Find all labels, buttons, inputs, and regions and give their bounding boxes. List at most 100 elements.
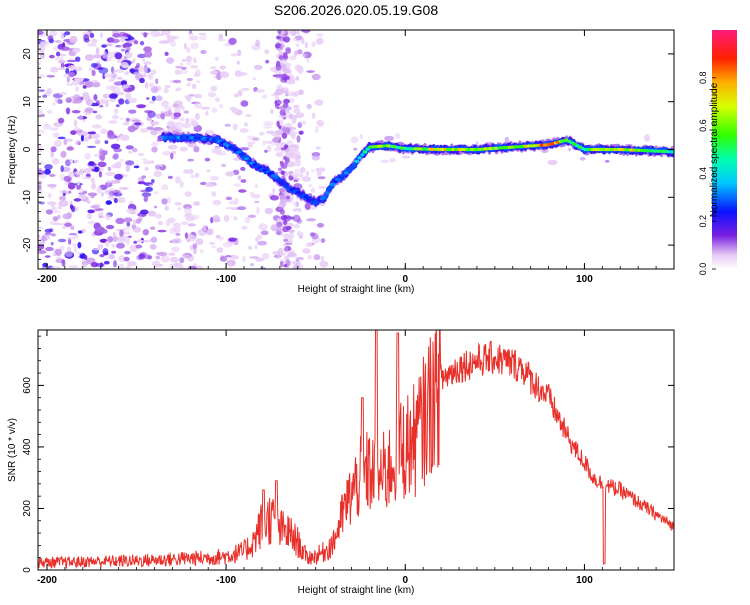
spectrogram-noise-cell [137, 152, 145, 156]
spectrogram-ridge-core [322, 195, 327, 199]
spectrogram-noise-cell [181, 221, 189, 225]
spectrogram-noise-cell [316, 119, 325, 127]
spectrogram-noise-cell [66, 236, 77, 240]
spectrogram-noise-cell [186, 82, 192, 87]
spectrogram-noise-cell [273, 147, 283, 152]
spectrogram-noise-cell [38, 129, 46, 134]
spectrogram-noise-cell [113, 148, 123, 153]
colorbar-gradient [712, 30, 737, 269]
spectrogram-noise-cell [68, 233, 78, 236]
spectrogram-noise-cell [71, 110, 81, 114]
spectrogram-noise-cell [237, 206, 247, 211]
spectrogram-noise-cell [127, 125, 136, 133]
spectrogram-noise-cell [242, 255, 246, 263]
spectrogram-noise-cell [179, 180, 184, 188]
spectrogram-noise-cell [225, 196, 233, 201]
spectrogram-noise-cell [149, 121, 160, 126]
spectrogram-noise-cell [295, 112, 305, 118]
spectrogram-ridge-core [270, 174, 277, 178]
spectrogram-noise-cell [169, 124, 178, 131]
spectrogram-noise-cell [70, 225, 75, 231]
spectrogram-noise-cell [50, 266, 61, 269]
spectrogram-noise-cell [190, 120, 199, 127]
spectrogram-noise-cell [275, 152, 283, 158]
spectrogram-noise-cell [100, 192, 105, 197]
spectrogram-noise-cell [58, 60, 66, 64]
spectrogram-noise-cell [298, 264, 304, 269]
spectrogram-noise-cell [194, 101, 203, 109]
spectrogram-noise-cell [174, 237, 182, 244]
spectrogram-noise-cell [50, 150, 54, 158]
spectrogram-noise-cell [60, 165, 64, 173]
spectrogram-noise-cell [210, 70, 218, 75]
spectrogram-noise-cell [275, 88, 284, 96]
spectrogram-noise-cell [289, 55, 297, 61]
spectrogram-noise-cell [87, 43, 97, 47]
spectrogram-noise-cell [163, 106, 172, 111]
spectrogram-noise-cell [123, 226, 132, 231]
spectrogram-noise-cell [93, 94, 98, 101]
spectrogram-noise-cell [284, 171, 289, 177]
spectrogram-noise-cell [288, 143, 299, 149]
spectrogram-noise-cell [52, 102, 57, 106]
spectrogram-noise-cell [200, 106, 211, 110]
spectrogram-noise-cell [290, 173, 296, 177]
spectrogram-noise-cell [307, 254, 312, 260]
spectrogram-noise-cell [311, 41, 317, 48]
spectrogram-noise-cell [116, 242, 125, 249]
spectrogram-noise-cell [223, 214, 230, 222]
spectrogram-noise-cell [102, 248, 109, 256]
spectrogram-noise-cell [194, 112, 200, 121]
spectrogram-noise-cell [73, 99, 83, 104]
spectrogram-noise-cell [169, 256, 179, 263]
spectrogram-noise-cell [218, 33, 224, 40]
spectrogram-noise-cell [115, 44, 122, 48]
spectrogram-noise-cell [228, 37, 237, 45]
spectrogram-ridge-core [385, 144, 388, 148]
spectrogram-noise-cell [310, 169, 315, 172]
spectrogram-noise-cell [296, 135, 301, 143]
spectrogram-noise-cell [53, 210, 61, 213]
spectrogram-noise-cell [52, 132, 60, 138]
snr-x-tick-label: 100 [576, 575, 593, 586]
spectrogram-noise-cell [283, 101, 289, 108]
snr-y-tick-label: 0 [22, 567, 33, 573]
spectrogram-noise-cell [142, 58, 145, 62]
spectrogram-noise-cell [119, 134, 130, 141]
spectrogram-noise-cell [131, 119, 141, 123]
spectrogram-noise-cell [228, 200, 238, 205]
spectrogram-noise-cell [262, 140, 266, 146]
spectrogram-noise-cell [264, 149, 268, 153]
spectrogram-noise-cell [310, 187, 316, 194]
spectrogram-noise-cell [277, 100, 283, 105]
snr-series-line [38, 330, 674, 570]
spectrogram-noise-cell [311, 155, 320, 161]
spectrogram-noise-cell [155, 95, 163, 102]
spectrogram-noise-cell [311, 232, 319, 240]
spectrogram-noise-cell [59, 91, 67, 96]
spectrogram-y-tick-label: 20 [22, 48, 33, 60]
spectrogram-noise-cell [193, 59, 197, 63]
spectrogram-noise-cell [107, 133, 117, 138]
spectrogram-noise-cell [119, 36, 129, 40]
spectrogram-noise-cell [276, 252, 280, 259]
spectrogram-noise-cell [137, 53, 147, 59]
spectrogram-noise-cell [95, 47, 100, 55]
spectrogram-noise-cell [258, 131, 265, 136]
spectrogram-noise-cell [66, 146, 75, 151]
spectrogram-noise-cell [200, 181, 207, 186]
spectrogram-x-tick-label: -100 [216, 274, 236, 285]
spectrogram-noise-cell [169, 227, 176, 234]
spectrogram-noise-cell [144, 81, 149, 89]
spectrogram-noise-cell [99, 104, 104, 108]
spectrogram-noise-cell [148, 82, 154, 88]
spectrogram-noise-cell [304, 41, 308, 49]
spectrogram-noise-cell [104, 73, 113, 78]
spectrogram-noise-cell [114, 173, 123, 180]
spectrogram-noise-cell [160, 255, 170, 263]
snr-frame [37, 329, 675, 571]
spectrogram-noise-cell [209, 66, 217, 70]
spectrogram-noise-cell [128, 97, 138, 104]
spectrogram-noise-cell [293, 104, 300, 109]
spectrogram-noise-cell [121, 235, 131, 243]
